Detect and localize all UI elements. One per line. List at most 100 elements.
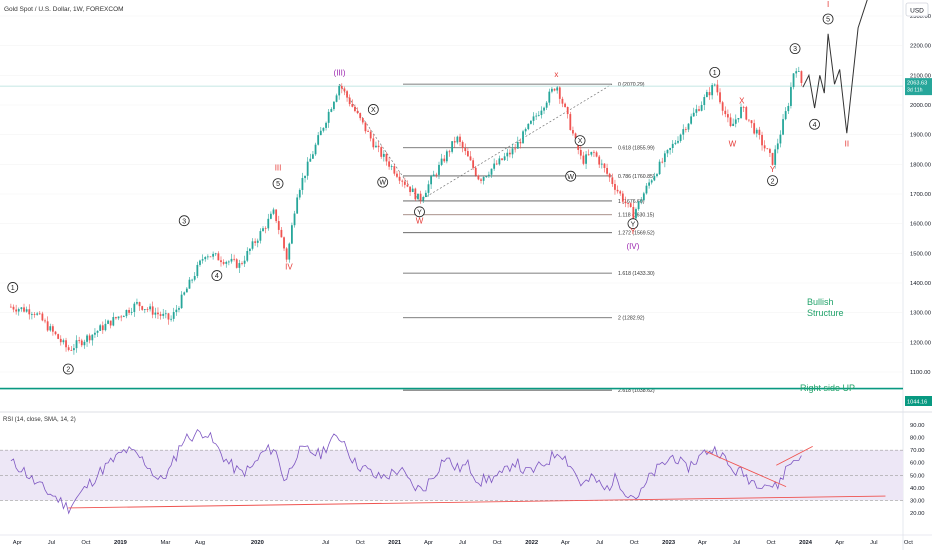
candle-body	[120, 316, 123, 318]
time-tick-label: Jul	[48, 540, 55, 546]
candle-body	[65, 340, 67, 348]
wave-label-circle	[211, 270, 223, 281]
candle-body	[456, 136, 459, 143]
candle-body	[466, 151, 469, 157]
candle-body	[713, 84, 716, 86]
candle-body	[264, 228, 267, 230]
candle-body	[427, 184, 430, 193]
candle-body	[564, 103, 566, 107]
wave-label: x	[554, 70, 558, 79]
candle-body	[753, 123, 756, 134]
candle-body	[445, 151, 448, 162]
price-tick-label: 2300.00	[910, 14, 931, 20]
rsi-line	[10, 428, 802, 515]
time-tick-label: Jul	[322, 540, 329, 546]
candle-body	[380, 147, 383, 157]
candle-body	[388, 161, 390, 167]
candle-body	[385, 153, 388, 162]
wave-label: II	[845, 140, 849, 149]
candle-body	[742, 106, 745, 108]
candle-body	[28, 309, 31, 315]
candle-body	[642, 193, 645, 201]
candle-body	[38, 313, 41, 315]
time-tick-label: Oct	[904, 540, 913, 546]
candle-body	[692, 112, 695, 117]
right-side-annotation: Right side UP	[800, 383, 855, 393]
projection-path	[802, 0, 868, 134]
candle-body	[125, 310, 128, 317]
candle-body	[726, 114, 729, 118]
candle-body	[750, 120, 753, 124]
candle-body	[396, 173, 398, 177]
time-tick-label: Jul	[733, 540, 740, 546]
price-tick-label: 1400.00	[910, 281, 931, 287]
rsi-tick-label: 70.00	[910, 448, 925, 454]
wave-label: III	[275, 163, 282, 172]
wave-label: W	[567, 174, 574, 181]
candle-body	[519, 141, 522, 144]
candle-body	[46, 321, 49, 331]
candle-body	[361, 118, 364, 123]
wave-label-circle	[709, 66, 721, 78]
wave-label-circle	[565, 170, 577, 182]
rsi-trendline	[776, 445, 813, 466]
rsi-tick-label: 90.00	[910, 423, 925, 429]
price-tick-label: 1200.00	[910, 340, 931, 346]
candle-body	[619, 191, 622, 194]
candle-body	[776, 143, 779, 150]
price-tick-label: 2200.00	[910, 44, 931, 50]
candle-body	[170, 318, 172, 320]
candle-body	[175, 309, 178, 313]
candle-body	[96, 330, 99, 333]
candle-body	[590, 151, 593, 155]
candle-body	[88, 335, 91, 341]
candle-body	[109, 320, 112, 326]
candle-body	[57, 334, 60, 339]
candle-body	[133, 303, 136, 312]
candle-body	[243, 260, 246, 264]
candle-body	[157, 312, 159, 315]
candle-body	[214, 253, 217, 255]
currency-button[interactable]: USD	[905, 2, 929, 17]
candle-body	[509, 152, 511, 155]
candle-body	[128, 310, 130, 313]
candle-body	[359, 113, 362, 119]
candle-body	[572, 130, 574, 134]
candle-body	[645, 185, 648, 194]
candle-body	[758, 129, 761, 135]
candle-body	[183, 292, 186, 295]
candle-body	[364, 122, 367, 132]
candle-body	[569, 114, 572, 131]
candle-body	[779, 134, 782, 144]
candle-body	[732, 123, 735, 127]
wave-label-circle	[767, 175, 778, 187]
candle-body	[141, 306, 144, 310]
candle-body	[482, 177, 485, 181]
candle-body	[304, 175, 306, 179]
candle-body	[138, 302, 141, 307]
candle-body	[464, 147, 467, 152]
candle-body	[25, 309, 28, 312]
candle-body	[527, 123, 530, 130]
candle-body	[684, 129, 687, 130]
candle-body	[91, 334, 94, 341]
candle-body	[309, 158, 312, 162]
candle-body	[335, 95, 338, 102]
time-tick-label: Mar	[160, 540, 170, 546]
candle-body	[737, 117, 740, 120]
candle-body	[422, 197, 425, 201]
candle-body	[621, 193, 624, 202]
candle-body	[719, 92, 721, 103]
candle-body	[530, 120, 532, 124]
wave-label: (IV)	[627, 242, 640, 251]
candle-body	[33, 314, 36, 315]
candle-body	[459, 136, 461, 142]
candle-body	[556, 87, 559, 91]
candle-body	[382, 153, 385, 157]
candle-body	[235, 259, 238, 268]
time-tick-label: Apr	[13, 540, 22, 546]
price-tick-label: 1700.00	[910, 192, 931, 198]
